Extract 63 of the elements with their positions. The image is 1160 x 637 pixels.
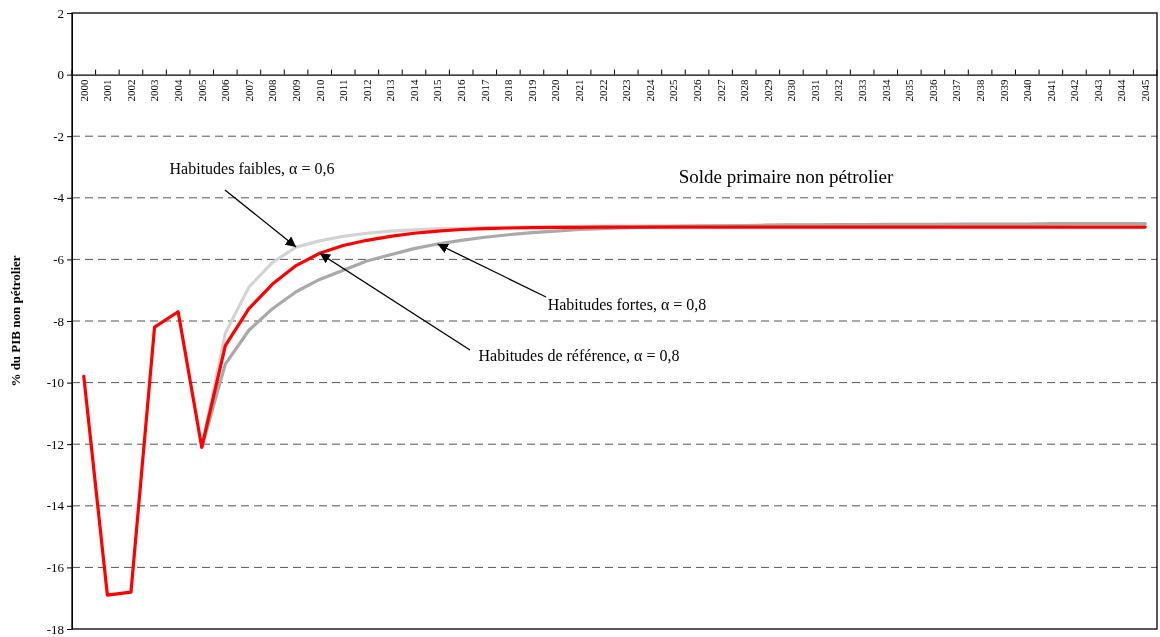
y-tick-label: 2 [57,5,64,21]
x-tick-label: 2017 [478,79,491,102]
x-tick-label: 2016 [455,79,468,102]
y-tick-label: -4 [53,190,65,206]
x-tick-label: 2030 [785,79,798,102]
x-tick-label: 2021 [572,79,585,102]
x-tick-label: 2026 [690,79,703,102]
x-tick-label: 2024 [643,79,656,102]
x-tick-label: 2041 [1044,79,1057,102]
x-tick-label: 2009 [289,79,302,102]
x-tick-label: 2038 [973,79,986,102]
y-tick-label: -6 [53,252,65,268]
x-tick-label: 2023 [620,79,633,102]
x-tick-label: 2029 [761,79,774,102]
line-series [82,225,1147,597]
x-tick-label: 2037 [950,79,963,102]
x-tick-label: 2008 [266,79,279,102]
x-tick-label: 2010 [313,79,326,102]
x-tick-label: 2004 [171,79,184,102]
annotation: Habitudes faibles, α = 0,6 [169,160,335,177]
x-tick-label: 2035 [903,79,916,102]
x-tick-label: 2001 [101,79,114,102]
y-tick-label: 0 [57,67,64,83]
x-tick-label: 2033 [856,79,869,102]
y-tick-label: -12 [46,436,64,452]
x-tick-label: 2020 [549,79,562,102]
annotation: Habitudes de référence, α = 0,8 [478,347,680,364]
x-tick-label: 2019 [525,79,538,102]
x-tick-label: 2005 [195,79,208,102]
y-tick-label: -2 [53,128,64,144]
x-tick-label: 2040 [1021,79,1034,102]
x-tick-label: 2011 [337,79,350,102]
x-tick-label: 2007 [242,79,255,102]
x-tick-label: 2025 [667,79,680,102]
x-tick-label: 2014 [407,79,420,102]
x-tick-label: 2013 [384,79,397,102]
x-tick-label: 2018 [502,79,515,102]
x-tick-label: 2039 [997,79,1010,102]
x-tick-label: 2044 [1115,79,1128,102]
x-tick-label: 2027 [714,79,727,102]
y-tick-label: -18 [46,621,64,637]
x-tick-label: 2036 [926,79,939,102]
x-tick-label: 2034 [879,79,892,102]
y-tick-label: -8 [53,313,64,329]
x-tick-label: 2015 [431,79,444,102]
text: Solde primaire non pétrolier [678,166,895,187]
x-tick-label: 2000 [77,79,90,102]
x-tick-label: 2002 [124,79,137,102]
y-tick-label: -14 [46,498,65,514]
x-tick-label: 2045 [1139,79,1152,102]
x-tick-label: 2006 [219,79,232,102]
x-tick-label: 2031 [808,79,821,102]
x-tick-label: 2012 [360,79,373,102]
annotation: Habitudes fortes, α = 0,8 [547,296,707,313]
x-tick-label: 2032 [832,79,845,102]
x-tick-label: 2028 [738,79,751,102]
y-axis-title: % du PIB non pétrolier [8,255,23,387]
x-tick-label: 2043 [1091,79,1104,102]
x-tick-label: 2003 [148,79,161,102]
y-tick-label: -16 [46,560,65,576]
x-tick-label: 2022 [596,79,609,102]
x-tick-label: 2042 [1068,79,1081,102]
y-tick-label: -10 [46,375,64,391]
